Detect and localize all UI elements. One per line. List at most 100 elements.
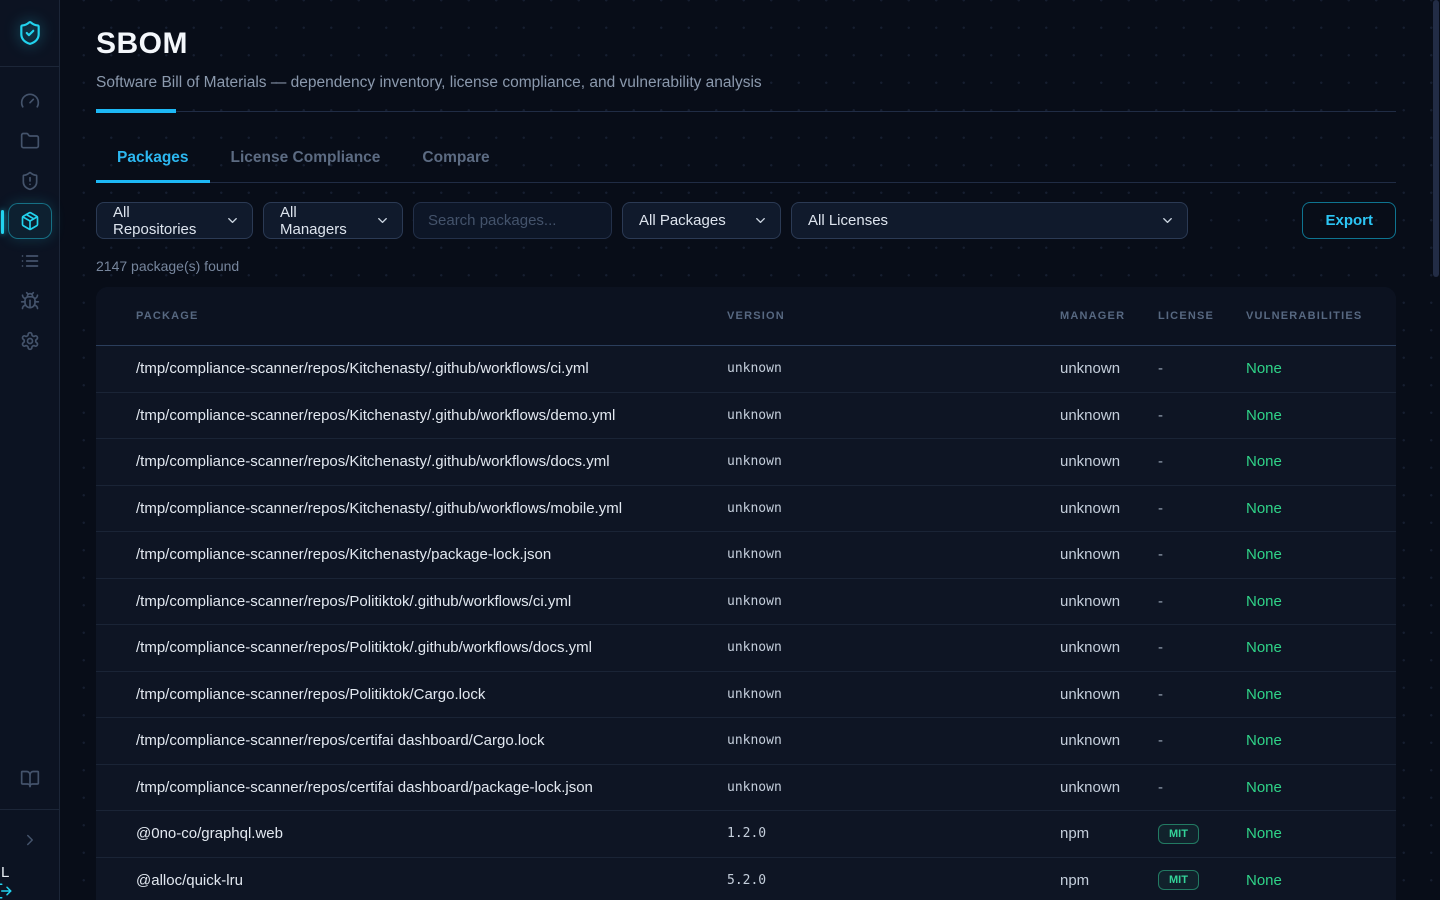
package-license: - bbox=[1158, 453, 1246, 470]
chevron-down-icon bbox=[225, 213, 240, 228]
package-name: /tmp/compliance-scanner/repos/Kitchenast… bbox=[136, 360, 589, 378]
package-vulnerabilities: None bbox=[1246, 639, 1282, 657]
package-license: - bbox=[1158, 686, 1246, 703]
sidebar-item-docs[interactable] bbox=[8, 761, 52, 797]
package-version: 5.2.0 bbox=[727, 872, 767, 888]
license-value: - bbox=[1158, 778, 1163, 796]
package-manager: npm bbox=[1060, 871, 1090, 889]
package-manager: unknown bbox=[1060, 406, 1121, 424]
active-indicator bbox=[0, 210, 4, 234]
table-row[interactable]: @alloc/quick-lru 5.2.0 npm MIT None bbox=[96, 858, 1396, 900]
packages-select-value: All Packages bbox=[639, 212, 726, 229]
package-license: - bbox=[1158, 407, 1246, 424]
packages-select[interactable]: All Packages bbox=[622, 202, 781, 239]
package-name: /tmp/compliance-scanner/repos/Politiktok… bbox=[136, 639, 593, 657]
package-version: unknown bbox=[727, 779, 782, 795]
package-version: unknown bbox=[727, 500, 782, 516]
package-version: unknown bbox=[727, 593, 782, 609]
package-manager: unknown bbox=[1060, 453, 1121, 471]
license-value: - bbox=[1158, 546, 1163, 564]
package-name: @alloc/quick-lru bbox=[136, 871, 243, 889]
sidebar-item-sbom[interactable] bbox=[0, 203, 52, 239]
package-license: - bbox=[1158, 546, 1246, 563]
package-version: unknown bbox=[727, 361, 782, 377]
package-manager: unknown bbox=[1060, 639, 1121, 657]
license-value: - bbox=[1158, 360, 1163, 378]
table-row[interactable]: /tmp/compliance-scanner/repos/Kitchenast… bbox=[96, 346, 1396, 393]
sidebar-item-repositories[interactable] bbox=[8, 123, 52, 159]
managers-select-value: All Managers bbox=[280, 203, 347, 238]
package-license: - bbox=[1158, 500, 1246, 517]
sidebar-item-settings[interactable] bbox=[8, 323, 52, 359]
package-version: unknown bbox=[727, 733, 782, 749]
package-manager: unknown bbox=[1060, 592, 1121, 610]
package-version: unknown bbox=[727, 686, 782, 702]
sidebar-item-reports[interactable] bbox=[8, 243, 52, 279]
license-value: - bbox=[1158, 732, 1163, 750]
app-logo[interactable] bbox=[0, 0, 60, 67]
package-license: - bbox=[1158, 639, 1246, 656]
chevron-down-icon bbox=[375, 213, 390, 228]
table-row[interactable]: /tmp/compliance-scanner/repos/Kitchenast… bbox=[96, 439, 1396, 486]
table-row[interactable]: /tmp/compliance-scanner/repos/Kitchenast… bbox=[96, 486, 1396, 532]
license-badge: MIT bbox=[1158, 823, 1199, 844]
sidebar-bottom bbox=[0, 759, 60, 900]
page-subtitle: Software Bill of Materials — dependency … bbox=[96, 74, 762, 91]
gear-icon bbox=[20, 331, 40, 351]
tab-compare[interactable]: Compare bbox=[422, 149, 490, 166]
tab-license-compliance[interactable]: License Compliance bbox=[230, 149, 381, 166]
package-name: /tmp/compliance-scanner/repos/Kitchenast… bbox=[136, 406, 616, 424]
package-name: /tmp/compliance-scanner/repos/Politiktok… bbox=[136, 592, 572, 610]
package-license: - bbox=[1158, 779, 1246, 796]
package-license: - bbox=[1158, 360, 1246, 377]
package-manager: unknown bbox=[1060, 778, 1121, 796]
table-row[interactable]: /tmp/compliance-scanner/repos/certifai d… bbox=[96, 718, 1396, 765]
table-row[interactable]: @0no-co/graphql.web 1.2.0 npm MIT None bbox=[96, 811, 1396, 858]
shield-alert-icon bbox=[20, 171, 40, 191]
table-row[interactable]: /tmp/compliance-scanner/repos/Politiktok… bbox=[96, 579, 1396, 625]
package-license: - bbox=[1158, 732, 1246, 749]
gauge-icon bbox=[20, 91, 40, 111]
package-name: @0no-co/graphql.web bbox=[136, 825, 283, 843]
vertical-scrollbar[interactable] bbox=[1433, 0, 1439, 277]
license-value: - bbox=[1158, 499, 1163, 517]
licenses-select-value: All Licenses bbox=[808, 212, 889, 229]
sidebar-item-dashboard[interactable] bbox=[8, 83, 52, 119]
sidebar-item-alerts[interactable] bbox=[8, 163, 52, 199]
table-row[interactable]: /tmp/compliance-scanner/repos/Politiktok… bbox=[96, 625, 1396, 672]
package-vulnerabilities: None bbox=[1246, 871, 1282, 889]
column-header-version: VERSION bbox=[727, 310, 785, 322]
sidebar-collapse-button[interactable] bbox=[8, 822, 52, 858]
tab-packages[interactable]: Packages bbox=[96, 138, 210, 183]
corner-label: L bbox=[1, 864, 10, 881]
main-content: SBOM Software Bill of Materials — depend… bbox=[60, 0, 1440, 900]
licenses-select[interactable]: All Licenses bbox=[791, 202, 1188, 239]
package-vulnerabilities: None bbox=[1246, 732, 1282, 750]
sidebar-item-issues[interactable] bbox=[8, 283, 52, 319]
table-row[interactable]: /tmp/compliance-scanner/repos/Kitchenast… bbox=[96, 532, 1396, 579]
chevron-down-icon bbox=[1160, 213, 1175, 228]
managers-select[interactable]: All Managers bbox=[263, 202, 403, 239]
package-name: /tmp/compliance-scanner/repos/Politiktok… bbox=[136, 685, 486, 703]
package-manager: unknown bbox=[1060, 499, 1121, 517]
package-manager: unknown bbox=[1060, 360, 1121, 378]
package-license: MIT bbox=[1158, 870, 1246, 891]
table-row[interactable]: /tmp/compliance-scanner/repos/Kitchenast… bbox=[96, 393, 1396, 439]
package-manager: unknown bbox=[1060, 732, 1121, 750]
book-icon bbox=[20, 769, 40, 789]
package-version: unknown bbox=[727, 454, 782, 470]
package-vulnerabilities: None bbox=[1246, 685, 1282, 703]
column-header-license: LICENSE bbox=[1158, 310, 1215, 322]
table-row[interactable]: /tmp/compliance-scanner/repos/Politiktok… bbox=[96, 672, 1396, 718]
package-name: /tmp/compliance-scanner/repos/certifai d… bbox=[136, 778, 593, 796]
export-button[interactable]: Export bbox=[1302, 202, 1396, 239]
package-vulnerabilities: None bbox=[1246, 546, 1282, 564]
package-vulnerabilities: None bbox=[1246, 778, 1282, 796]
bug-icon bbox=[20, 291, 40, 311]
repositories-select[interactable]: All Repositories bbox=[96, 202, 253, 239]
table-header-row: PACKAGE VERSION MANAGER LICENSE VULNERAB… bbox=[96, 287, 1396, 346]
search-input[interactable] bbox=[413, 202, 612, 239]
package-version: 1.2.0 bbox=[727, 826, 767, 842]
table-row[interactable]: /tmp/compliance-scanner/repos/certifai d… bbox=[96, 765, 1396, 811]
logout-icon[interactable] bbox=[0, 882, 13, 900]
